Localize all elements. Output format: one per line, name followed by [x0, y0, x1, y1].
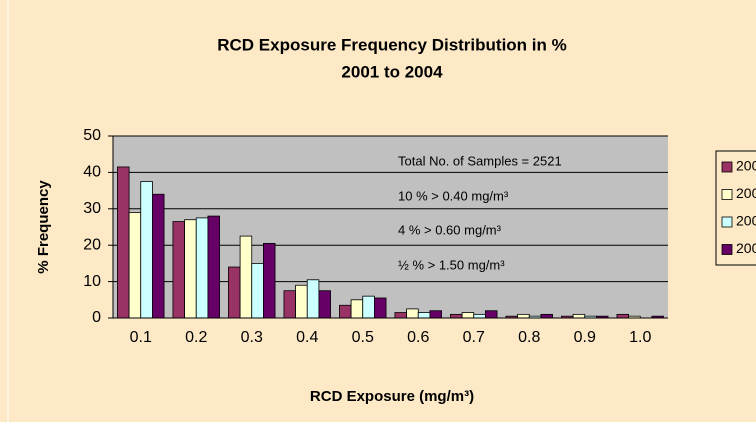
annotation: 4 % > 0.60 mg/m³ [398, 222, 502, 237]
legend-label: 2001 [736, 158, 756, 174]
annotation: ½ % > 1.50 mg/m³ [398, 257, 505, 272]
bar [362, 295, 375, 319]
bar [263, 242, 276, 319]
x-tick-label: 0.2 [185, 329, 207, 346]
bar [195, 217, 209, 319]
bar [152, 193, 165, 319]
bar [374, 297, 387, 319]
y-tick-label: 50 [83, 127, 101, 144]
bar [117, 166, 130, 319]
y-tick-label: 20 [83, 236, 101, 253]
bar [406, 308, 419, 319]
x-tick-label: 0.4 [296, 329, 318, 346]
x-tick-label: 0.8 [518, 329, 540, 346]
x-tick-label: 1.0 [629, 329, 651, 346]
y-tick-label: 0 [92, 309, 101, 326]
bar [207, 215, 220, 319]
bar [318, 290, 331, 319]
bar [540, 313, 553, 319]
legend-label: 2004 [736, 240, 756, 256]
x-tick-label: 0.3 [241, 329, 263, 346]
legend-swatch [721, 244, 733, 255]
legend-swatch [721, 189, 733, 200]
y-tick-label: 30 [83, 200, 101, 217]
legend-label: 2003 [736, 213, 756, 229]
chart-title: RCD Exposure Frequency Distribution in % [217, 35, 567, 54]
bar [572, 313, 586, 319]
x-tick-label: 0.9 [574, 329, 596, 346]
bar [417, 312, 431, 319]
bar [251, 262, 264, 319]
y-tick-label: 10 [83, 273, 101, 290]
y-tick-label: 40 [83, 164, 101, 181]
bar [295, 284, 308, 319]
chart-subtitle: 2001 to 2004 [341, 62, 443, 81]
bar [473, 313, 486, 319]
bar [339, 304, 352, 319]
bar [394, 312, 407, 319]
bar [128, 212, 142, 319]
bar [461, 312, 475, 319]
x-tick-label: 0.5 [352, 329, 374, 346]
bar [172, 221, 185, 319]
bar [306, 279, 320, 319]
legend-swatch [721, 161, 733, 173]
bar [239, 235, 253, 319]
bar [429, 310, 442, 319]
bar [517, 313, 530, 319]
bar [184, 219, 197, 319]
y-axis-title: % Frequency [35, 180, 52, 274]
x-tick-label: 0.7 [463, 329, 485, 346]
bar [450, 313, 463, 319]
bar [283, 290, 296, 319]
bar [140, 181, 153, 319]
bar [350, 299, 364, 319]
bar [485, 310, 498, 319]
legend-swatch [721, 216, 733, 228]
annotation: Total No. of Samples = 2521 [398, 153, 562, 168]
x-tick-label: 0.1 [130, 329, 152, 346]
x-tick-label: 0.6 [407, 329, 429, 346]
bar [616, 313, 629, 319]
x-axis-title: RCD Exposure (mg/m³) [310, 388, 474, 405]
annotation: 10 % > 0.40 mg/m³ [398, 188, 509, 203]
bar [228, 266, 241, 319]
